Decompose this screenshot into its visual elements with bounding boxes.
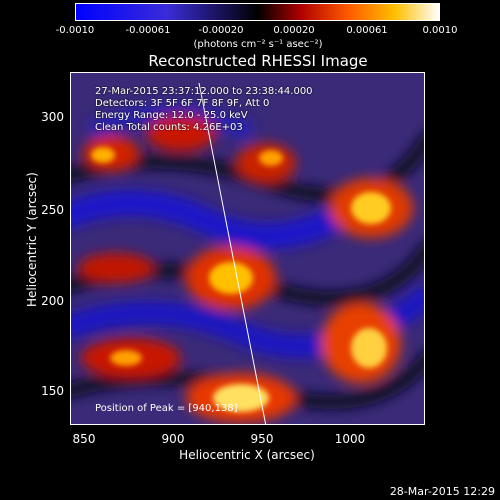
peak-position: Position of Peak = [940,138] — [95, 403, 238, 414]
colorbar-tick: 0.0010 — [422, 25, 458, 36]
chart-title: Reconstructed RHESSI Image — [148, 52, 368, 70]
x-axis-label: Heliocentric X (arcsec) — [179, 448, 315, 462]
x-tick: 900 — [161, 432, 185, 446]
y-tick: 300 — [41, 110, 64, 124]
plot-area: 27-Mar-2015 23:37:12.000 to 23:38:44.000… — [70, 72, 425, 425]
detectors-label: Detectors: 3F 5F 6F 7F 8F 9F, Att 0 — [95, 98, 270, 109]
colorbar-tick: -0.0010 — [55, 25, 95, 36]
colorbar-tick: 0.00020 — [273, 25, 315, 36]
limb-line — [198, 82, 267, 424]
x-tick: 850 — [72, 432, 96, 446]
time-range: 27-Mar-2015 23:37:12.000 to 23:38:44.000 — [95, 86, 313, 97]
y-tick: 250 — [41, 203, 64, 217]
timestamp: 28-Mar-2015 12:29 — [389, 485, 495, 498]
colorbar-units: (photons cm⁻² s⁻¹ asec⁻²) — [193, 39, 323, 50]
x-tick: 950 — [250, 432, 274, 446]
colorbar-tick: -0.00061 — [125, 25, 171, 36]
x-tick: 1000 — [334, 432, 366, 446]
y-tick: 150 — [41, 384, 64, 398]
colorbar-tick: 0.00061 — [346, 25, 388, 36]
clean-counts: Clean Total counts: 4.26E+03 — [95, 122, 243, 133]
heatmap-image — [71, 73, 424, 424]
y-tick: 200 — [41, 294, 64, 308]
colorbar-tick: -0.00020 — [198, 25, 244, 36]
energy-range: Energy Range: 12.0 - 25.0 keV — [95, 110, 248, 121]
colorbar — [75, 3, 440, 21]
